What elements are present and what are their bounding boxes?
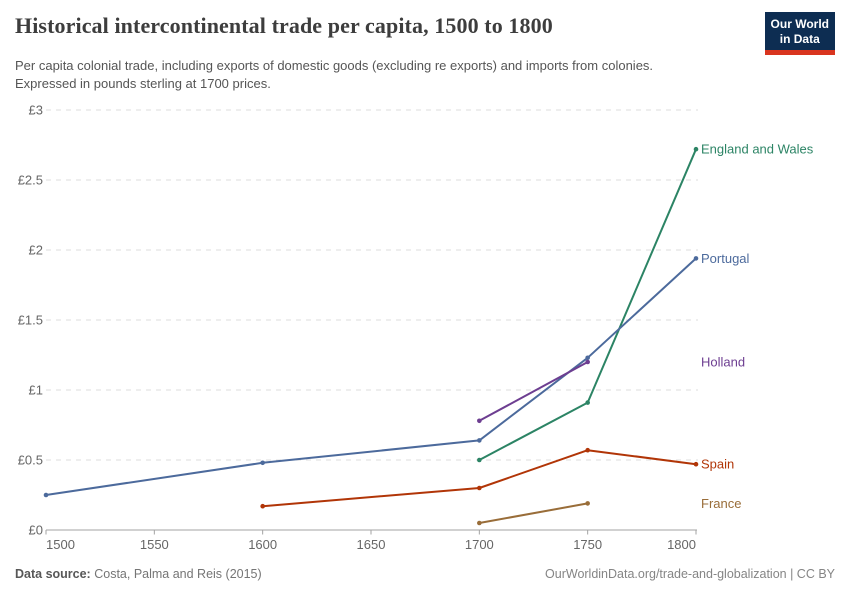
series-line — [478, 361, 589, 422]
data-point-marker — [477, 520, 482, 526]
x-tick-label: 1600 — [248, 537, 277, 552]
y-tick-label: £1 — [29, 383, 43, 398]
y-tick-label: £2 — [29, 243, 43, 258]
series-label: France — [701, 496, 741, 511]
data-point-marker — [260, 460, 265, 466]
data-point-marker — [693, 256, 699, 261]
data-point-marker — [260, 503, 265, 509]
subtitle-line2: Expressed in pounds sterling at 1700 pri… — [15, 76, 271, 91]
data-source-label: Data source: — [15, 567, 91, 581]
y-tick-label: £0 — [29, 523, 43, 538]
data-point-marker — [477, 485, 482, 491]
data-point-marker — [585, 501, 590, 506]
series-line — [261, 449, 697, 508]
subtitle-line1: Per capita colonial trade, including exp… — [15, 58, 654, 73]
data-point-marker — [693, 461, 699, 467]
data-point-marker — [43, 492, 49, 498]
data-source-text: Costa, Palma and Reis (2015) — [94, 567, 262, 581]
chart-footer: Data source: Costa, Palma and Reis (2015… — [15, 567, 835, 581]
chart-title: Historical intercontinental trade per ca… — [15, 13, 553, 38]
series-label: Spain — [701, 457, 734, 472]
series-label: England and Wales — [701, 142, 814, 157]
data-point-marker — [693, 146, 699, 152]
line-chart: £0 £0.5 £1 £1.5 £2 £2.5 £3 1500 1550 1600 1650 1700… — [18, 103, 814, 553]
data-point-marker — [585, 355, 590, 361]
logo-text-line2: in Data — [779, 31, 820, 46]
logo-text-line1: Our World — [770, 17, 829, 31]
y-tick-label: £2.5 — [18, 173, 43, 188]
x-tick-label: 1500 — [46, 537, 75, 552]
chart-subtitle: Per capita colonial trade, including exp… — [15, 57, 805, 93]
x-tick-label: 1700 — [465, 537, 494, 552]
data-point-marker — [477, 438, 482, 443]
data-point-marker — [477, 457, 482, 463]
data-source: Data source: Costa, Palma and Reis (2015… — [15, 567, 262, 581]
license-link[interactable]: OurWorldinData.org/trade-and-globalizati… — [545, 567, 835, 581]
x-tick-label: 1650 — [357, 537, 386, 552]
data-point-marker — [585, 359, 590, 365]
series-line — [478, 148, 697, 461]
y-tick-label: £3 — [29, 103, 43, 118]
data-point-marker — [585, 400, 590, 405]
series-label: Portugal — [701, 251, 750, 266]
data-point-marker — [477, 418, 482, 424]
owid-logo[interactable]: Our World in Data — [764, 12, 835, 55]
y-tick-label: £1.5 — [18, 313, 43, 328]
series-label: Holland — [701, 355, 745, 370]
series-line — [478, 502, 589, 524]
data-point-marker — [585, 447, 590, 453]
y-tick-label: £0.5 — [18, 453, 43, 468]
x-tick-label: 1750 — [573, 537, 602, 552]
x-tick-label: 1550 — [140, 537, 169, 552]
x-tick-label: 1800 — [667, 537, 696, 552]
